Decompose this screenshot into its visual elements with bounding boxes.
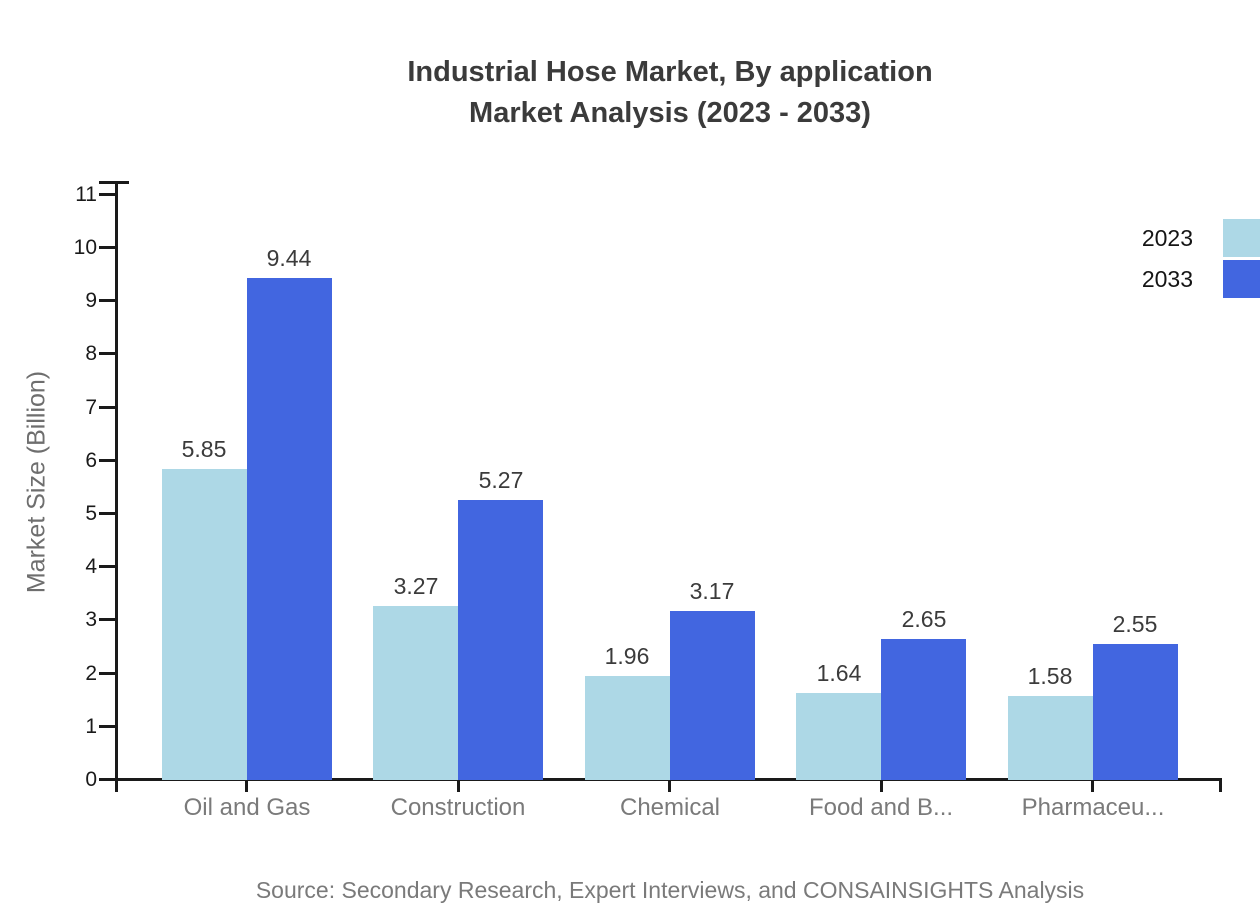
y-tick-2 bbox=[99, 672, 116, 675]
chart-title-line-2: Market Analysis (2023 - 2033) bbox=[469, 97, 871, 129]
y-tick-5 bbox=[99, 512, 116, 515]
bar-2033-oil-and-gas bbox=[247, 278, 332, 780]
y-tick-label-7: 7 bbox=[85, 396, 97, 419]
y-tick-7 bbox=[99, 406, 116, 409]
bar-2023-oil-and-gas bbox=[162, 469, 247, 780]
legend-item-2033: 2033 bbox=[1142, 260, 1260, 298]
chart-title-line-1: Industrial Hose Market, By application bbox=[407, 56, 933, 88]
y-tick-label-8: 8 bbox=[85, 342, 97, 365]
legend: 2023 2033 bbox=[1142, 219, 1260, 298]
bar-2023-pharmaceu bbox=[1008, 696, 1093, 780]
value-label-2033-pharmaceu: 2.55 bbox=[1112, 611, 1158, 637]
y-tick-10 bbox=[99, 246, 116, 249]
value-label-2023-oil-and-gas: 5.85 bbox=[181, 436, 227, 462]
value-label-2023-construction: 3.27 bbox=[393, 573, 439, 599]
y-tick-0 bbox=[99, 778, 116, 781]
legend-label-2033: 2033 bbox=[1141, 265, 1193, 292]
y-tick-label-6: 6 bbox=[85, 449, 97, 472]
y-tick-label-2: 2 bbox=[85, 662, 97, 685]
x-category-label-pharmaceu: Pharmaceu... bbox=[1021, 794, 1165, 821]
x-tick-food-and-b bbox=[880, 780, 883, 792]
y-tick-1 bbox=[99, 725, 116, 728]
x-category-label-construction: Construction bbox=[390, 794, 526, 821]
x-category-label-oil-and-gas: Oil and Gas bbox=[183, 794, 311, 821]
y-tick-4 bbox=[99, 565, 116, 568]
y-tick-label-11: 11 bbox=[75, 183, 97, 206]
value-label-2023-pharmaceu: 1.58 bbox=[1027, 663, 1073, 689]
bar-2033-construction bbox=[458, 500, 543, 780]
x-tick-chemical bbox=[668, 780, 671, 792]
x-tick-construction bbox=[457, 780, 460, 792]
bar-2033-chemical bbox=[670, 611, 755, 780]
chart-title: Industrial Hose Market, By application M… bbox=[80, 52, 1260, 134]
source-note: Source: Secondary Research, Expert Inter… bbox=[255, 877, 1085, 903]
value-label-2033-oil-and-gas: 9.44 bbox=[266, 245, 312, 271]
y-tick-6 bbox=[99, 459, 116, 462]
legend-swatch-2033 bbox=[1223, 260, 1260, 298]
x-tick-oil-and-gas bbox=[245, 780, 248, 792]
legend-item-2023: 2023 bbox=[1142, 219, 1260, 257]
value-label-2033-food-and-b: 2.65 bbox=[901, 606, 947, 632]
bar-2033-pharmaceu bbox=[1093, 644, 1178, 780]
y-tick-label-0: 0 bbox=[85, 768, 97, 791]
bar-2023-chemical bbox=[585, 676, 670, 780]
bar-2033-food-and-b bbox=[881, 639, 966, 780]
y-tick-label-9: 9 bbox=[85, 289, 97, 312]
value-label-2033-chemical: 3.17 bbox=[689, 578, 735, 604]
value-label-2033-construction: 5.27 bbox=[478, 467, 524, 493]
y-tick-label-4: 4 bbox=[85, 555, 97, 578]
y-axis-line bbox=[115, 181, 118, 792]
x-category-label-chemical: Chemical bbox=[619, 794, 721, 821]
y-tick-9 bbox=[99, 299, 116, 302]
y-tick-8 bbox=[99, 352, 116, 355]
value-label-2023-chemical: 1.96 bbox=[604, 643, 650, 669]
x-tick-pharmaceu bbox=[1091, 780, 1094, 792]
y-axis-top-cap bbox=[99, 181, 129, 184]
value-label-2023-food-and-b: 1.64 bbox=[816, 660, 862, 686]
y-tick-3 bbox=[99, 618, 116, 621]
y-tick-label-3: 3 bbox=[85, 608, 97, 631]
y-tick-11 bbox=[99, 193, 116, 196]
bar-2023-construction bbox=[373, 606, 458, 780]
x-axis-end-cap bbox=[1219, 778, 1222, 792]
bar-2023-food-and-b bbox=[796, 693, 881, 780]
x-category-label-food-and-b: Food and B... bbox=[808, 794, 954, 821]
legend-label-2023: 2023 bbox=[1141, 224, 1193, 251]
y-tick-label-5: 5 bbox=[85, 502, 97, 525]
y-tick-label-1: 1 bbox=[85, 715, 97, 738]
y-tick-label-10: 10 bbox=[73, 236, 97, 259]
legend-swatch-2023 bbox=[1223, 219, 1260, 257]
